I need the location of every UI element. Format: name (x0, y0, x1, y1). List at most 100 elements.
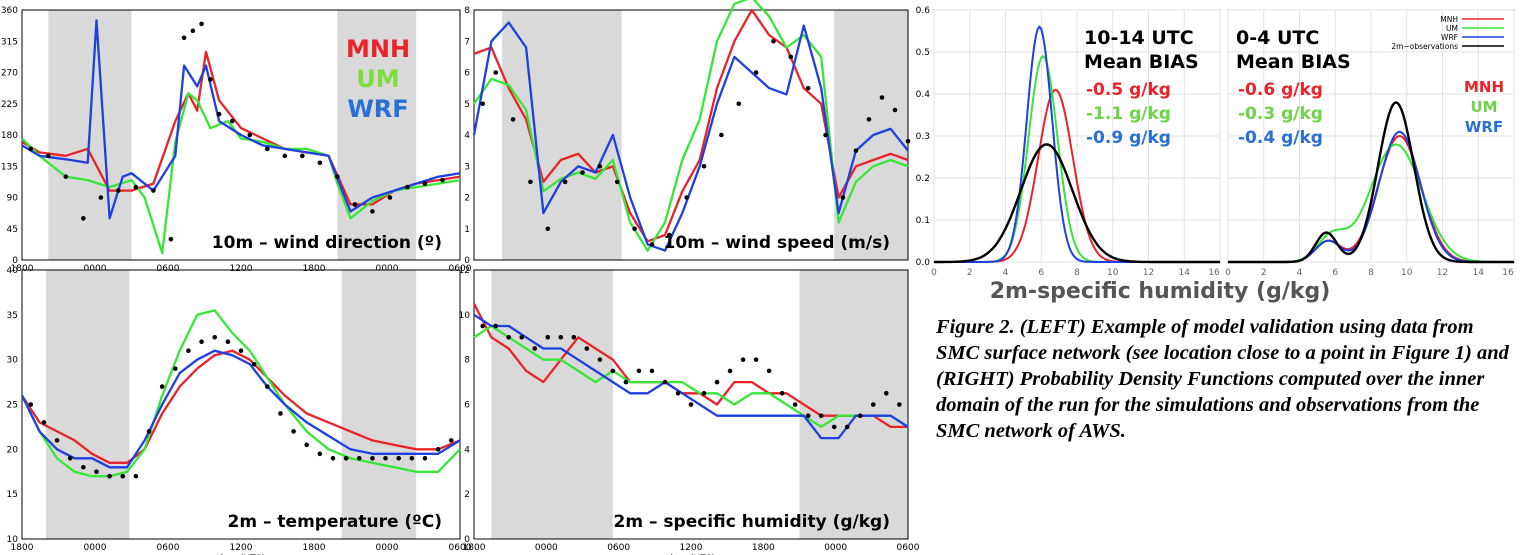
observation-point (493, 70, 499, 75)
y-tick-label: 0 (464, 535, 470, 545)
observation-point (151, 188, 156, 193)
observation-point (853, 148, 859, 153)
observation-point (753, 70, 759, 75)
plot-frame (473, 269, 909, 540)
observation-point (688, 402, 694, 407)
x-tick-label: 1800 (752, 543, 775, 553)
series-line-mnh (472, 303, 908, 429)
y-tick-label: 180 (1, 131, 18, 141)
series-line-wrf (473, 313, 909, 440)
observation-point (788, 54, 794, 60)
observation-point (81, 464, 86, 470)
observation-point (866, 117, 872, 122)
observation-point (701, 390, 707, 396)
series-line-wrf (21, 19, 461, 220)
legend-label: 2m−observations (1391, 42, 1458, 51)
x-tick-label: 1800 (463, 543, 486, 553)
y-tick-label: 225 (1, 100, 18, 110)
observation-point (614, 179, 620, 185)
legend-um: UM (356, 65, 399, 93)
observation-point (897, 402, 902, 407)
observation-point (719, 132, 724, 138)
observation-point (264, 146, 270, 152)
observation-point (190, 28, 196, 34)
x-tick-label: 16 (1502, 268, 1514, 278)
legend-wrf: WRF (347, 95, 408, 123)
specific-humidity-panel: 0 2 4 6 8 10 12 1800 0000 0600 1200 1800 0000 0600 2m … (459, 266, 920, 555)
observation-point (753, 357, 759, 362)
series-line-um (21, 92, 461, 255)
bias-value-wrf: -0.4 g/kg (1238, 128, 1323, 148)
inline-legend-wrf: WRF (1465, 118, 1503, 136)
observation-point (823, 132, 828, 138)
observation-point (370, 209, 375, 214)
observation-point (727, 368, 733, 374)
x-tick-label: 0000 (84, 264, 107, 274)
y-tick-label: 4 (464, 445, 470, 455)
y-tick-label: 10 (7, 535, 19, 545)
x-tick-label: 0000 (535, 543, 558, 553)
observation-point (120, 473, 126, 479)
x-tick-label: 4 (1297, 268, 1303, 278)
y-tick-label: 30 (7, 356, 19, 366)
observation-point (186, 348, 191, 354)
observation-point (448, 438, 454, 443)
series-line-mnh (473, 8, 909, 243)
y-tick-label: 25 (7, 401, 18, 411)
y-tick-label: 7 (464, 37, 470, 47)
x-tick-label: 0000 (376, 543, 399, 553)
observation-point (528, 179, 533, 185)
y-tick-label: 4 (464, 131, 470, 141)
observation-point (879, 95, 885, 100)
bias-value-um: -0.3 g/kg (1238, 104, 1323, 124)
y-tick-label: 0.6 (916, 6, 931, 16)
observation-point (519, 334, 525, 340)
x-tick-label: 6 (1038, 268, 1044, 278)
observation-point (229, 118, 235, 124)
annotation-bias-heading: Mean BIAS (1236, 51, 1351, 73)
observation-point (304, 442, 310, 448)
inline-legend-mnh: MNH (1464, 78, 1504, 96)
x-tick-label: 0000 (824, 543, 847, 553)
series-line-um (20, 309, 461, 478)
bias-value-mnh: -0.5 g/kg (1086, 80, 1171, 100)
observation-point (840, 195, 846, 200)
x-tick-label: 12 (1437, 268, 1448, 278)
observation-point (701, 163, 707, 169)
observation-point (173, 366, 178, 371)
observation-point (116, 188, 121, 193)
x-tick-label: 0000 (376, 264, 399, 274)
observation-point (480, 323, 485, 329)
x-tick-label: 1200 (230, 264, 253, 274)
observation-point (884, 390, 889, 396)
observation-point (649, 368, 655, 374)
x-tick-label: 0600 (157, 264, 180, 274)
x-tick-label: 8 (1368, 268, 1374, 278)
plot-frame (21, 269, 461, 540)
x-tick-label: 0600 (449, 543, 472, 553)
x-tick-label: 14 (1179, 268, 1191, 278)
observation-point (422, 181, 428, 186)
observation-point (684, 195, 689, 200)
x-tick-label: 14 (1473, 268, 1485, 278)
observation-point (532, 346, 538, 351)
annotation-period: 10-14 UTC (1084, 27, 1194, 49)
observation-point (558, 334, 564, 340)
y-tick-label: 0.0 (916, 258, 931, 268)
observation-point (662, 379, 668, 385)
observation-point (98, 195, 104, 200)
y-tick-label: 45 (7, 225, 18, 235)
observation-point (632, 226, 637, 232)
observation-point (28, 146, 34, 152)
observation-point (545, 226, 551, 232)
series-line-um (473, 324, 909, 429)
plot-frame (21, 9, 461, 261)
observation-point (278, 411, 283, 416)
observation-point (352, 202, 358, 207)
observation-point (146, 429, 152, 434)
y-tick-label: 0.2 (916, 174, 930, 184)
y-tick-label: 2 (464, 490, 470, 500)
legend-mnh: MNH (346, 35, 410, 63)
